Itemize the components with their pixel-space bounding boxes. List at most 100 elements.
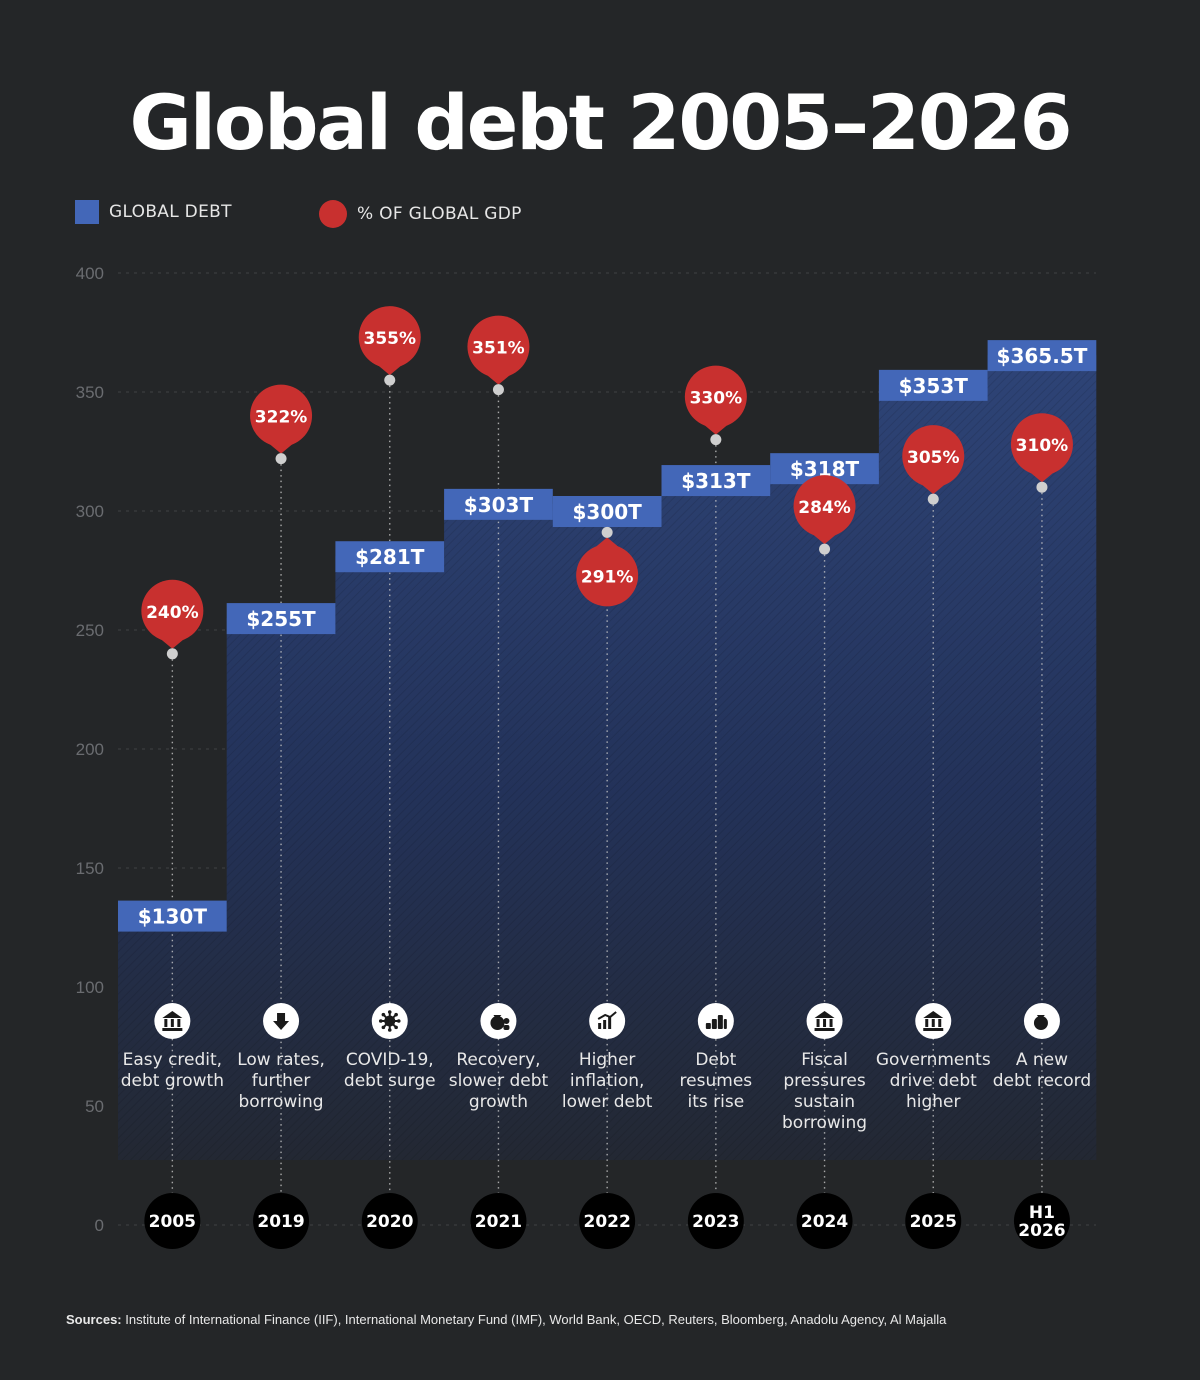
gdp-point [819,543,831,555]
debt-label: $130T [138,905,208,929]
gdp-pin [467,315,530,378]
gdp-label: 284% [798,498,851,518]
annotation-text: Debt [695,1050,736,1070]
annotation-text: COVID-19, [346,1050,434,1070]
legend-dot-icon [319,200,347,228]
year-badge-label: H1 [1029,1203,1055,1223]
legend-gdp-label: % OF GLOBAL GDP [357,204,522,224]
debt-bar [226,603,336,635]
year-badge [470,1193,527,1249]
gdp-label: 305% [907,448,960,468]
debt-label: $353T [899,374,969,398]
annotation-text: debt record [993,1071,1091,1091]
year-badge-label: 2022 [583,1212,630,1232]
gdp-pin [576,544,639,607]
year-badge-label: 2005 [149,1212,196,1232]
money-bag-person-icon [490,1015,510,1030]
year-badge [579,1193,636,1249]
annotation-text: Low rates, [237,1050,325,1070]
annotation-text: debt surge [344,1071,436,1091]
debt-label: $313T [681,469,751,493]
government-building-icon [923,1011,944,1031]
legend-square-icon [75,200,99,224]
arrow-down-icon [273,1013,290,1030]
gdp-label: 322% [255,408,308,428]
debt-bar [661,465,771,497]
y-tick-label: 150 [76,859,104,878]
gdp-point [601,526,613,538]
bank-icon [162,1011,183,1031]
year-badge-label: 2025 [910,1212,957,1232]
gdp-pin [793,475,856,538]
year-badge-label: 2026 [1018,1221,1065,1241]
annotation-icon-circle [589,1003,626,1039]
year-badge [796,1193,853,1249]
annotation-text: Higher [579,1050,636,1070]
money-bag-icon [1033,1015,1048,1030]
annotation-text: A new [1016,1050,1068,1070]
annotation-text: lower debt [562,1092,653,1112]
gdp-label: 330% [690,389,743,409]
gdp-point [492,384,504,396]
debt-label: $300T [572,500,642,524]
gdp-point [275,453,287,465]
annotation-text: Fiscal [801,1050,848,1070]
annotation-text: Governments [876,1050,991,1070]
debt-bar [987,340,1097,372]
y-tick-label: 400 [76,264,104,283]
coin-stacks-icon [705,1015,727,1029]
legend-debt-label: GLOBAL DEBT [109,202,232,222]
gdp-label: 240% [146,603,199,623]
annotation-text: sustain [794,1092,855,1112]
year-badge-label: 2020 [366,1212,413,1232]
annotation-text: pressures [783,1071,865,1091]
chart-up-icon [597,1011,617,1029]
y-tick-label: 100 [76,978,104,997]
debt-bar [444,488,553,520]
annotation-text: borrowing [782,1113,867,1133]
year-badge [687,1193,744,1249]
gdp-label: 355% [363,329,416,349]
annotation-text: inflation, [570,1071,645,1091]
annotation-text: slower debt [449,1071,549,1091]
sources-label: Sources: [66,1312,122,1327]
year-badge [253,1193,310,1249]
annotation-text: borrowing [239,1092,324,1112]
gdp-label: 351% [472,339,525,359]
gdp-point [166,648,178,660]
year-badge [144,1193,201,1249]
gdp-point [927,493,939,505]
year-badge-label: 2021 [475,1212,522,1232]
y-tick-label: 300 [76,502,104,521]
annotation-text: drive debt [890,1071,977,1091]
virus-icon [378,1010,401,1032]
bank-building-icon [814,1011,835,1031]
gdp-pin [684,365,747,428]
gdp-point [384,374,396,386]
gdp-label: 291% [581,567,634,587]
annotation-text: higher [906,1092,961,1112]
debt-label: $365.5T [997,344,1088,368]
y-tick-label: 0 [95,1216,104,1235]
debt-chart: 0 50 100 150 200 250 300 350 400 $130T $255T $281T… [76,264,1097,1249]
annotation-text: debt growth [121,1071,224,1091]
gdp-pin [250,384,313,447]
debt-label: $303T [464,493,534,517]
y-tick-label: 200 [76,740,104,759]
legend-global-debt: GLOBAL DEBT [75,200,232,224]
gdp-pin [902,425,965,488]
legend-gdp: % OF GLOBAL GDP [319,200,522,228]
annotation-text: Easy credit, [123,1050,223,1070]
year-badge [1013,1193,1070,1249]
annotation-text: Recovery, [456,1050,540,1070]
y-tick-label: 250 [76,621,104,640]
page-title: Global debt 2005–2026 [129,78,1072,167]
gdp-pin [1010,413,1073,476]
gdp-label: 310% [1016,436,1069,456]
annotation-text: further [252,1071,311,1091]
annotation-text: growth [469,1092,528,1112]
year-badge [361,1193,418,1249]
annotation-text: resumes [680,1071,753,1091]
year-badge [905,1193,962,1249]
gdp-point [710,434,722,446]
